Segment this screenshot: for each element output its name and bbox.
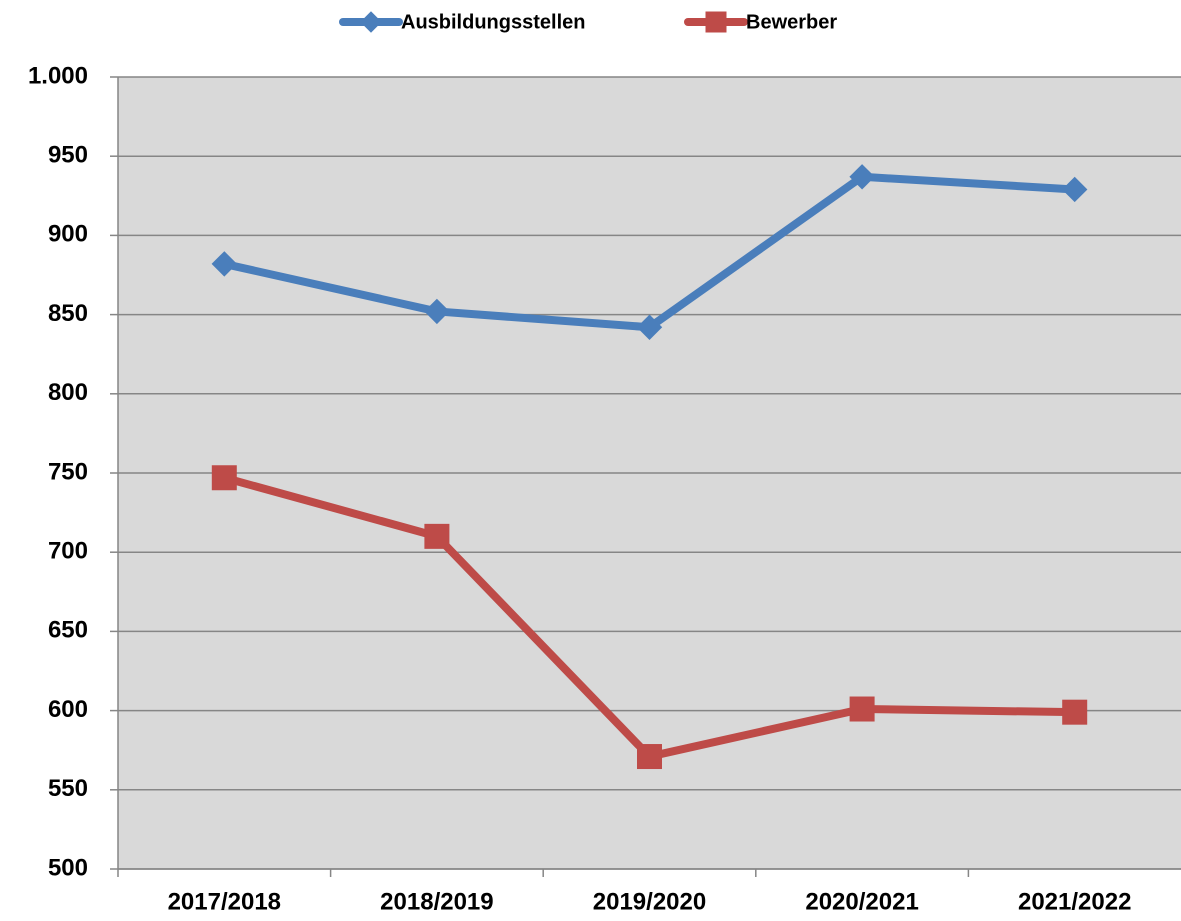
y-tick-label: 700 bbox=[48, 538, 88, 565]
y-tick-label: 550 bbox=[48, 775, 88, 802]
data-point bbox=[849, 696, 875, 722]
data-point bbox=[849, 164, 875, 190]
data-point bbox=[424, 298, 450, 325]
data-point bbox=[1061, 176, 1088, 203]
data-point bbox=[1062, 699, 1088, 725]
data-point bbox=[211, 251, 238, 277]
legend-marker bbox=[705, 11, 727, 33]
data-point bbox=[424, 523, 450, 549]
y-tick-label: 650 bbox=[48, 617, 88, 644]
legend-marker bbox=[360, 11, 382, 33]
x-tick-label: 2021/2022 bbox=[1018, 888, 1131, 915]
y-tick-label: 1.000 bbox=[28, 62, 88, 89]
x-tick-label: 2017/2018 bbox=[168, 888, 281, 915]
legend-label: Bewerber bbox=[746, 11, 837, 33]
y-tick-label: 800 bbox=[48, 379, 88, 406]
y-tick-label: 500 bbox=[48, 854, 88, 881]
x-tick-label: 2019/2020 bbox=[593, 888, 706, 915]
data-point bbox=[636, 314, 663, 340]
x-tick-label: 2020/2021 bbox=[805, 888, 918, 915]
y-tick-label: 950 bbox=[48, 142, 88, 169]
y-tick-label: 850 bbox=[48, 300, 88, 327]
y-tick-label: 600 bbox=[48, 696, 88, 723]
x-tick-label: 2018/2019 bbox=[380, 888, 493, 915]
y-tick-label: 900 bbox=[48, 221, 88, 248]
y-tick-label: 750 bbox=[48, 458, 88, 485]
data-point bbox=[637, 744, 662, 770]
legend-label: Ausbildungsstellen bbox=[401, 11, 585, 33]
data-point bbox=[211, 465, 237, 491]
